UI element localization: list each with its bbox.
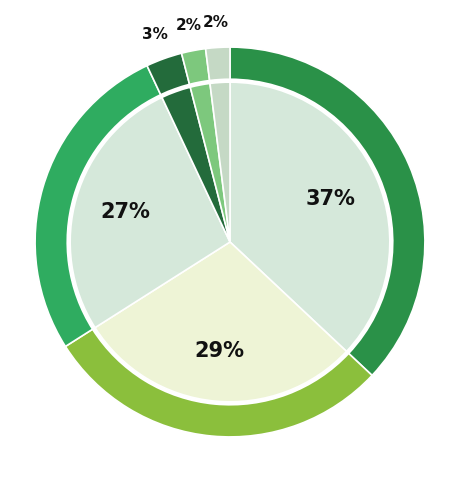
Wedge shape [181,48,209,84]
Wedge shape [230,47,424,376]
Wedge shape [190,83,230,242]
Text: 37%: 37% [305,189,354,209]
Wedge shape [35,66,160,347]
Wedge shape [70,97,230,328]
Wedge shape [205,47,230,80]
Wedge shape [95,242,346,402]
Text: 29%: 29% [194,341,244,361]
Wedge shape [147,53,189,95]
Wedge shape [162,87,230,242]
Wedge shape [230,82,389,351]
Wedge shape [65,329,371,437]
Text: 3%: 3% [142,27,168,42]
Wedge shape [209,82,230,242]
Text: 2%: 2% [175,18,202,33]
Text: 27%: 27% [100,201,150,222]
Text: 2%: 2% [203,15,229,30]
